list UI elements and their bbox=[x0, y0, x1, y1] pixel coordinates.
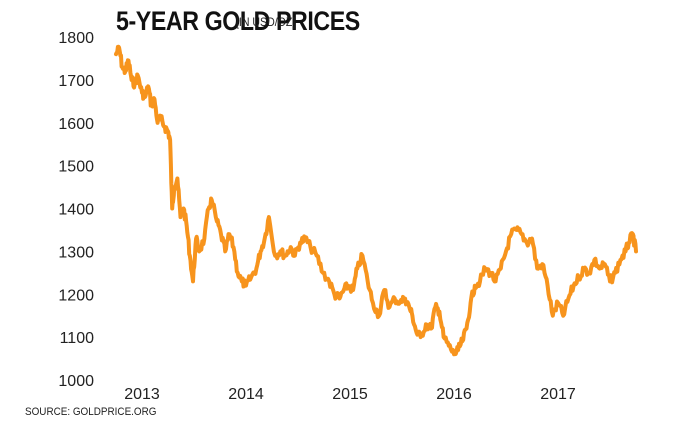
x-tick-label: 2013 bbox=[124, 386, 160, 403]
y-tick-label: 1600 bbox=[58, 116, 94, 133]
x-tick-label: 2016 bbox=[436, 386, 472, 403]
y-tick-label: 1100 bbox=[60, 330, 95, 347]
y-axis-ticks: 1000 1100 1200 1300 1400 1500 1600 1700 1800 bbox=[58, 30, 94, 390]
x-tick-label: 2015 bbox=[332, 386, 368, 403]
y-tick-label: 1200 bbox=[58, 287, 94, 304]
y-tick-label: 1500 bbox=[58, 159, 94, 176]
x-axis-ticks: 2013 2014 2015 2016 2017 bbox=[124, 386, 576, 403]
chart-title-wrap: 5-YEAR GOLD PRICES bbox=[116, 6, 400, 37]
y-tick-label: 1300 bbox=[58, 244, 94, 261]
gold-price-series-line bbox=[114, 44, 638, 357]
y-tick-label: 1400 bbox=[58, 202, 94, 219]
y-tick-label: 1800 bbox=[58, 30, 94, 47]
x-tick-label: 2014 bbox=[228, 386, 264, 403]
y-tick-label: 1700 bbox=[58, 73, 94, 90]
source-note: SOURCE: GOLDPRICE.ORG bbox=[25, 406, 157, 418]
y-tick-label: 1000 bbox=[58, 373, 94, 390]
x-tick-label: 2017 bbox=[540, 386, 576, 403]
chart-title: 5-YEAR GOLD PRICES bbox=[116, 6, 360, 36]
chart-subtitle: [IN USD/OZ] bbox=[236, 15, 296, 29]
